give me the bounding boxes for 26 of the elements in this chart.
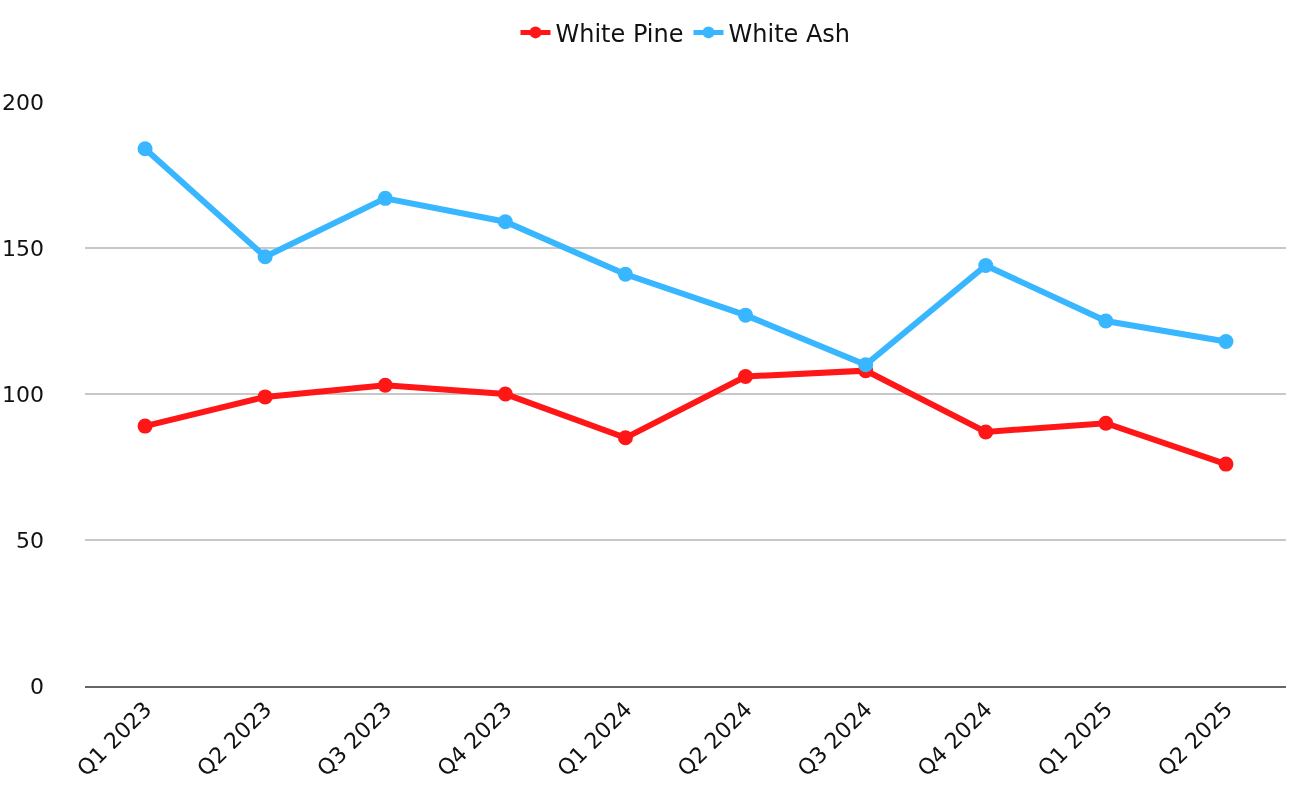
point (377, 190, 393, 206)
legend-label: White Pine (555, 19, 684, 48)
y-tick-label: 150 (2, 235, 44, 261)
point (497, 386, 513, 402)
point (137, 141, 153, 157)
point (257, 389, 273, 405)
point (617, 430, 633, 446)
point (738, 307, 754, 323)
y-tick-label: 0 (30, 673, 44, 699)
point (738, 368, 754, 384)
point (858, 357, 874, 373)
point (617, 266, 633, 282)
y-tick-label: 100 (2, 381, 44, 407)
point (257, 249, 273, 265)
point (1218, 333, 1234, 349)
legend-label: White Ash (728, 19, 851, 48)
y-tick-label: 200 (2, 89, 44, 115)
point (1218, 456, 1234, 472)
point (978, 258, 994, 274)
point (978, 424, 994, 440)
point (1098, 415, 1114, 431)
point (377, 377, 393, 393)
y-tick-label: 50 (16, 527, 44, 553)
point (497, 214, 513, 230)
point (1098, 313, 1114, 329)
point (137, 418, 153, 434)
